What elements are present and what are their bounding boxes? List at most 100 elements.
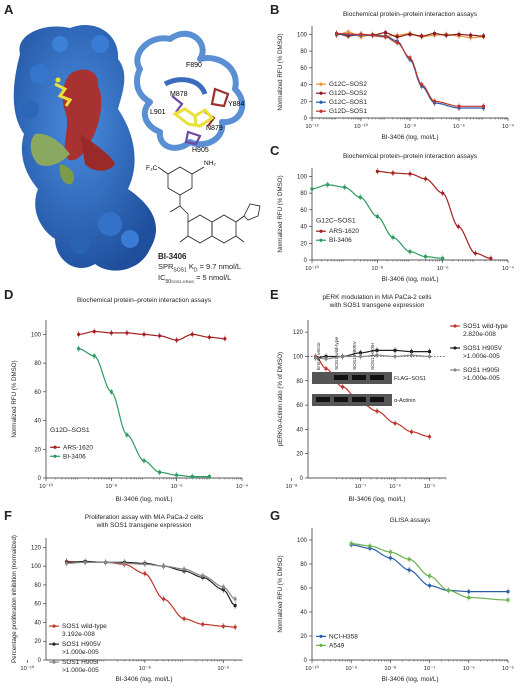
data-point bbox=[408, 32, 412, 36]
legend-label: ARS-1620 bbox=[329, 228, 359, 235]
y-tick-label: 20 bbox=[34, 447, 41, 453]
data-point bbox=[388, 550, 392, 554]
data-point bbox=[424, 255, 428, 259]
data-point bbox=[407, 557, 411, 561]
y-tick-label: 0 bbox=[38, 658, 42, 664]
x-tick-label: 10⁻⁸ bbox=[105, 483, 118, 490]
panel-letter-a: A bbox=[4, 2, 14, 17]
chart-e: pERK modulation in MIA PaCa-2 cells with … bbox=[272, 290, 518, 504]
legend: ARS-1620 BI-3406 bbox=[316, 228, 359, 244]
data-point bbox=[409, 353, 414, 357]
ic-subsub-text: SOS1-KRAS bbox=[171, 278, 194, 284]
data-point bbox=[182, 567, 186, 571]
chart-title: Biochemical protein–protein interaction … bbox=[343, 11, 478, 18]
legend-marker bbox=[319, 82, 323, 86]
data-point bbox=[221, 585, 225, 589]
fit-curve bbox=[66, 560, 236, 628]
residue-label-n879: N879 bbox=[206, 125, 223, 132]
y-tick-label: 80 bbox=[300, 191, 307, 197]
data-point bbox=[358, 195, 362, 199]
series-ars-1620 bbox=[375, 168, 493, 262]
data-point bbox=[77, 347, 81, 351]
ic-sub: 50SOS1-KRAS bbox=[166, 279, 194, 285]
chart-svg-f: Proliferation assay with MIA PaCa-2 cell… bbox=[11, 514, 243, 683]
kd-sub: D bbox=[193, 267, 198, 274]
data-point bbox=[384, 31, 387, 35]
data-point bbox=[375, 169, 379, 173]
data-point bbox=[324, 367, 328, 371]
y-tick-label: 40 bbox=[300, 610, 307, 616]
legend-marker bbox=[319, 634, 323, 638]
y-tick-label: 100 bbox=[31, 564, 42, 570]
data-point bbox=[233, 625, 237, 629]
fit-curve bbox=[66, 560, 236, 607]
legend-label: ARS-1620 bbox=[63, 444, 93, 451]
data-point bbox=[349, 542, 353, 546]
data-point bbox=[427, 435, 432, 439]
x-tick-label: 10⁻⁶ bbox=[453, 123, 466, 130]
y-tick-label: 80 bbox=[300, 49, 307, 55]
y-tick-label: 60 bbox=[300, 66, 307, 72]
legend-marker bbox=[319, 643, 323, 647]
chart-subtitle: with SOS1 transgene expression bbox=[329, 302, 425, 309]
legend-value: 2.820e-008 bbox=[463, 331, 496, 338]
panel-letter-b: B bbox=[270, 2, 280, 17]
data-point bbox=[473, 251, 477, 255]
fit-curve bbox=[78, 348, 210, 478]
y-tick-label: 100 bbox=[297, 174, 308, 180]
data-point bbox=[83, 560, 87, 564]
residue-label-h905: H905 bbox=[192, 147, 209, 154]
blot-lane-label: SOS1 wild-type bbox=[334, 337, 340, 370]
y-tick-label: 120 bbox=[293, 330, 304, 336]
legend-marker bbox=[453, 324, 457, 328]
data-point bbox=[384, 35, 387, 39]
data-point bbox=[469, 33, 473, 37]
data-point bbox=[441, 256, 445, 260]
data-point bbox=[207, 475, 211, 479]
data-point bbox=[446, 588, 450, 592]
x-tick-label: 10⁻⁸ bbox=[139, 665, 152, 672]
ic-sub-text: 50 bbox=[165, 278, 172, 285]
chart-d: Biochemical protein–protein interaction … bbox=[6, 290, 252, 504]
legend-label: BI-3406 bbox=[63, 453, 86, 460]
data-point bbox=[221, 624, 225, 628]
data-point bbox=[393, 354, 397, 359]
y-tick-label: 80 bbox=[296, 379, 303, 385]
residue-label-l901: L901 bbox=[150, 109, 166, 116]
data-point bbox=[190, 475, 194, 479]
data-point bbox=[506, 598, 510, 602]
blot-band bbox=[370, 397, 384, 402]
data-point bbox=[408, 250, 412, 254]
chart-title: GLISA assays bbox=[390, 517, 432, 524]
legend-value: 3.192e-008 bbox=[62, 631, 95, 638]
data-point bbox=[489, 256, 493, 260]
chart-title: Biochemical protein–protein interaction … bbox=[343, 153, 478, 160]
spr-label: SPR bbox=[158, 262, 174, 271]
x-tick-label: 10⁻⁷ bbox=[355, 483, 367, 490]
x-tick-label: 10⁻⁶ bbox=[389, 483, 402, 490]
data-point bbox=[142, 459, 146, 463]
data-point bbox=[201, 573, 205, 578]
data-point bbox=[310, 187, 314, 191]
legend-value: >1.000e-005 bbox=[62, 667, 99, 674]
x-axis-label: BI-3406 (log, mol/L) bbox=[115, 496, 172, 503]
data-point bbox=[467, 590, 471, 594]
data-point bbox=[346, 34, 350, 38]
legend-value: >1.000e-005 bbox=[62, 649, 99, 656]
chart-svg-b: Biochemical protein–protein interaction … bbox=[277, 11, 515, 141]
x-tick-label: 10⁻¹⁰ bbox=[305, 665, 319, 672]
protein-surface-image: F890 M878 Y884 L901 N879 H905 F₃C NH₂ bbox=[13, 24, 261, 271]
data-point bbox=[157, 334, 162, 338]
chart-b: Biochemical protein–protein interaction … bbox=[272, 4, 518, 142]
panel-letter-e: E bbox=[270, 287, 279, 302]
x-tick-label: 10⁻⁶ bbox=[171, 483, 184, 490]
y-tick-label: 20 bbox=[300, 99, 307, 105]
chart-svg-g: GLISA assays 0 20 40 60 80 100 10⁻¹⁰ 10⁻⁹ 10⁻⁸ 10⁻… bbox=[277, 517, 515, 683]
series-g12d-sos1 bbox=[335, 30, 485, 110]
legend-label: NCI-H358 bbox=[329, 633, 358, 640]
chemical-structure bbox=[157, 166, 261, 244]
blot-band bbox=[334, 375, 348, 380]
legend-marker bbox=[319, 238, 323, 242]
blot-lane-label: Empty vector bbox=[316, 342, 322, 370]
x-axis-label: BI-3406 (log, mol/L) bbox=[381, 276, 438, 283]
